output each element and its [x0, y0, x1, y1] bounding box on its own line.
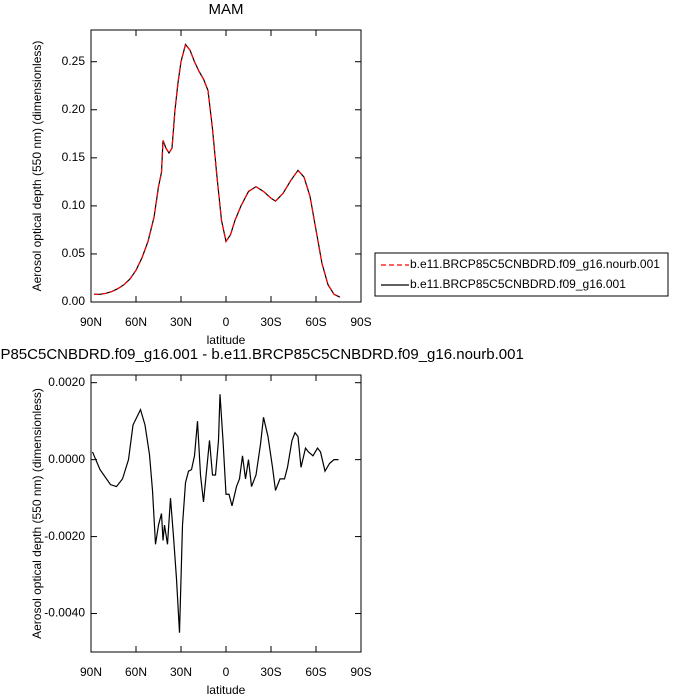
y-tick-label: 0.10	[62, 198, 86, 212]
line-series	[91, 394, 339, 633]
chart-title: b.e11.BRCP85C5CNBDRD.f09_g16.001 - b.e11…	[0, 346, 524, 363]
x-tick-label: 90N	[80, 315, 102, 329]
legend-box	[374, 252, 669, 297]
legend-label: b.e11.BRCP85C5CNBDRD.f09_g16.001	[410, 277, 626, 291]
x-tick-label: 90S	[350, 315, 371, 329]
x-axis-label: latitude	[207, 683, 246, 697]
x-tick-label: 30S	[260, 665, 281, 679]
y-tick-label: 0.00	[62, 294, 86, 308]
line-series	[94, 43, 341, 298]
plot-frame	[90, 374, 362, 653]
x-tick-label: 60S	[305, 315, 326, 329]
x-tick-label: 0	[223, 665, 230, 679]
y-tick-label: 0.0000	[48, 452, 85, 466]
x-tick-label: 90S	[350, 665, 371, 679]
y-tick-label: 0.0020	[48, 375, 85, 389]
y-tick-label: -0.0020	[44, 529, 85, 543]
x-tick-label: 60N	[125, 315, 147, 329]
legend-label: b.e11.BRCP85C5CNBDRD.f09_g16.nourb.001	[410, 257, 660, 271]
x-tick-label: 60N	[125, 665, 147, 679]
y-tick-label: 0.25	[62, 54, 86, 68]
x-tick-label: 30S	[260, 315, 281, 329]
x-tick-label: 60S	[305, 665, 326, 679]
y-axis-label: Aerosol optical depth (550 nm) (dimensio…	[30, 388, 44, 639]
x-tick-label: 90N	[80, 665, 102, 679]
chart-title: MAM	[209, 1, 244, 18]
x-tick-label: 0	[223, 315, 230, 329]
x-tick-label: 30N	[170, 315, 192, 329]
y-tick-label: 0.20	[62, 102, 86, 116]
y-axis-label: Aerosol optical depth (550 nm) (dimensio…	[30, 41, 44, 292]
x-axis-label: latitude	[207, 333, 246, 347]
y-tick-label: 0.15	[62, 150, 86, 164]
y-tick-label: 0.05	[62, 246, 86, 260]
y-tick-label: -0.0040	[44, 606, 85, 620]
plot-frame	[90, 29, 362, 303]
x-tick-label: 30N	[170, 665, 192, 679]
